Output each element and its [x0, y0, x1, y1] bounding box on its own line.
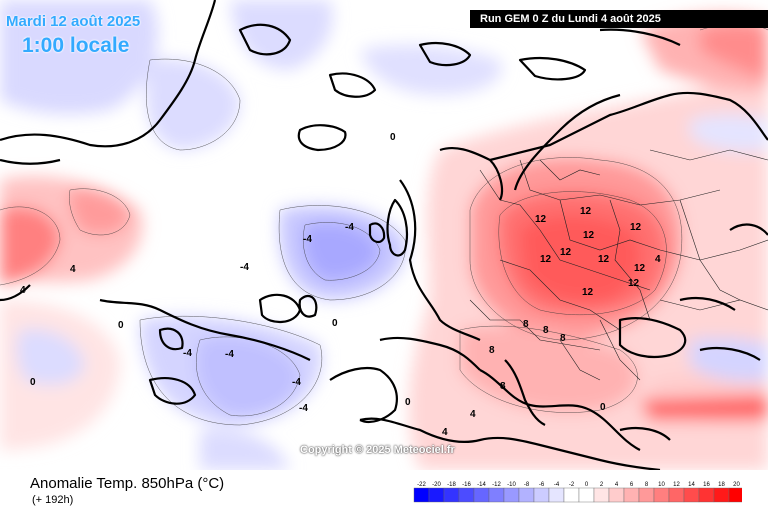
color-scale-legend: -22 -20 -18 -16 -14 -12 -10 -8 -6 -4 -2 0 2 4 6 8 10 12 14… [413, 482, 742, 503]
contour-label: -4 [299, 403, 308, 414]
contour-label: 0 [390, 132, 396, 143]
copyright-notice: Copyright © 2025 Meteociel.fr [300, 444, 455, 456]
legend-swatch [623, 487, 640, 503]
legend-tick-label: 12 [673, 482, 680, 488]
legend-swatch [443, 487, 460, 503]
temperature-anomaly-map: 12 12 12 12 12 12 12 12 12 12 8 8 8 8 8 4 4 4 4 4 0 0 0 0 0 0 -4 -4… [0, 0, 768, 470]
contour-label: -4 [240, 262, 249, 273]
legend-swatch [728, 487, 742, 503]
contour-label: 0 [600, 402, 606, 413]
contour-label: 8 [489, 345, 495, 356]
legend-swatch [563, 487, 580, 503]
contour-label: 4 [70, 264, 76, 275]
contour-label: 8 [523, 319, 529, 330]
country-borders [469, 149, 768, 381]
contour-label: 4 [442, 427, 448, 438]
contour-label: 8 [560, 333, 566, 344]
legend-swatch [593, 487, 610, 503]
legend-swatch [668, 487, 685, 503]
contour-label: -4 [303, 234, 312, 245]
legend-swatch [653, 487, 670, 503]
legend-tick-label: 6 [630, 482, 634, 488]
legend-swatch [578, 487, 595, 503]
legend-swatch [503, 487, 520, 503]
legend-swatch [608, 487, 625, 503]
legend-swatch [428, 487, 445, 503]
field-title: Anomalie Temp. 850hPa (°C) [30, 475, 225, 492]
lead-time: (+ 192h) [32, 494, 74, 506]
contour-label: 12 [583, 230, 595, 241]
legend-swatch [548, 487, 565, 503]
legend-tick-label: 10 [658, 482, 665, 488]
legend-tick-label: 14 [688, 482, 695, 488]
legend-swatch [683, 487, 700, 503]
model-run-info: Run GEM 0 Z du Lundi 4 août 2025 [470, 10, 768, 28]
legend-tick-label: -6 [539, 482, 545, 488]
legend-tick-label: 20 [733, 482, 740, 488]
contour-label: 12 [598, 254, 610, 265]
contour-label: 4 [470, 409, 476, 420]
legend-tick-label: 18 [718, 482, 725, 488]
legend-swatch [473, 487, 490, 503]
legend-tick-label: 0 [585, 482, 589, 488]
contour-label: 12 [560, 247, 572, 258]
contour-label: 12 [582, 287, 594, 298]
legend-swatch [458, 487, 475, 503]
legend-tick-label: 4 [615, 482, 619, 488]
contour-label: 4 [20, 285, 26, 296]
legend-tick-label: -16 [462, 482, 471, 488]
contour-label: 12 [628, 278, 640, 289]
legend-tick-label: -10 [507, 482, 516, 488]
contour-label: -4 [345, 222, 354, 233]
legend-tick-label: -18 [447, 482, 456, 488]
contour-label: 4 [655, 254, 661, 265]
contour-label: -4 [292, 377, 301, 388]
forecast-date: Mardi 12 août 2025 [6, 13, 141, 30]
contour-label: 0 [118, 320, 124, 331]
legend-tick-label: -12 [492, 482, 501, 488]
forecast-local-time: 1:00 locale [22, 34, 130, 57]
coastlines [0, 0, 768, 470]
contour-label: -4 [183, 348, 192, 359]
contour-label: 12 [535, 214, 547, 225]
contour-label: 12 [540, 254, 552, 265]
contour-label: 12 [580, 206, 592, 217]
legend-tick-label: -20 [432, 482, 441, 488]
contour-label: 8 [543, 325, 549, 336]
contour-label: 12 [630, 222, 642, 233]
legend-tick-label: -2 [569, 482, 575, 488]
contour-label: -4 [225, 349, 234, 360]
contour-label: 0 [332, 318, 338, 329]
legend-tick-label: 16 [703, 482, 710, 488]
contour-label: 8 [500, 381, 506, 392]
legend-tick-label: -4 [554, 482, 560, 488]
legend-swatch [698, 487, 715, 503]
legend-tick-label: 8 [645, 482, 649, 488]
legend-swatch [713, 487, 730, 503]
legend-tick-label: 2 [600, 482, 604, 488]
legend-swatch [413, 487, 430, 503]
contour-label: 0 [405, 397, 411, 408]
anomaly-shading [0, 0, 768, 470]
contour-label: 0 [30, 377, 36, 388]
legend-swatch [533, 487, 550, 503]
legend-tick-label: -22 [417, 482, 426, 488]
legend-tick-label: -14 [477, 482, 486, 488]
legend-swatch [488, 487, 505, 503]
legend-tick-label: -8 [524, 482, 530, 488]
contour-label: 12 [634, 263, 646, 274]
legend-swatch [518, 487, 535, 503]
legend-swatch [638, 487, 655, 503]
